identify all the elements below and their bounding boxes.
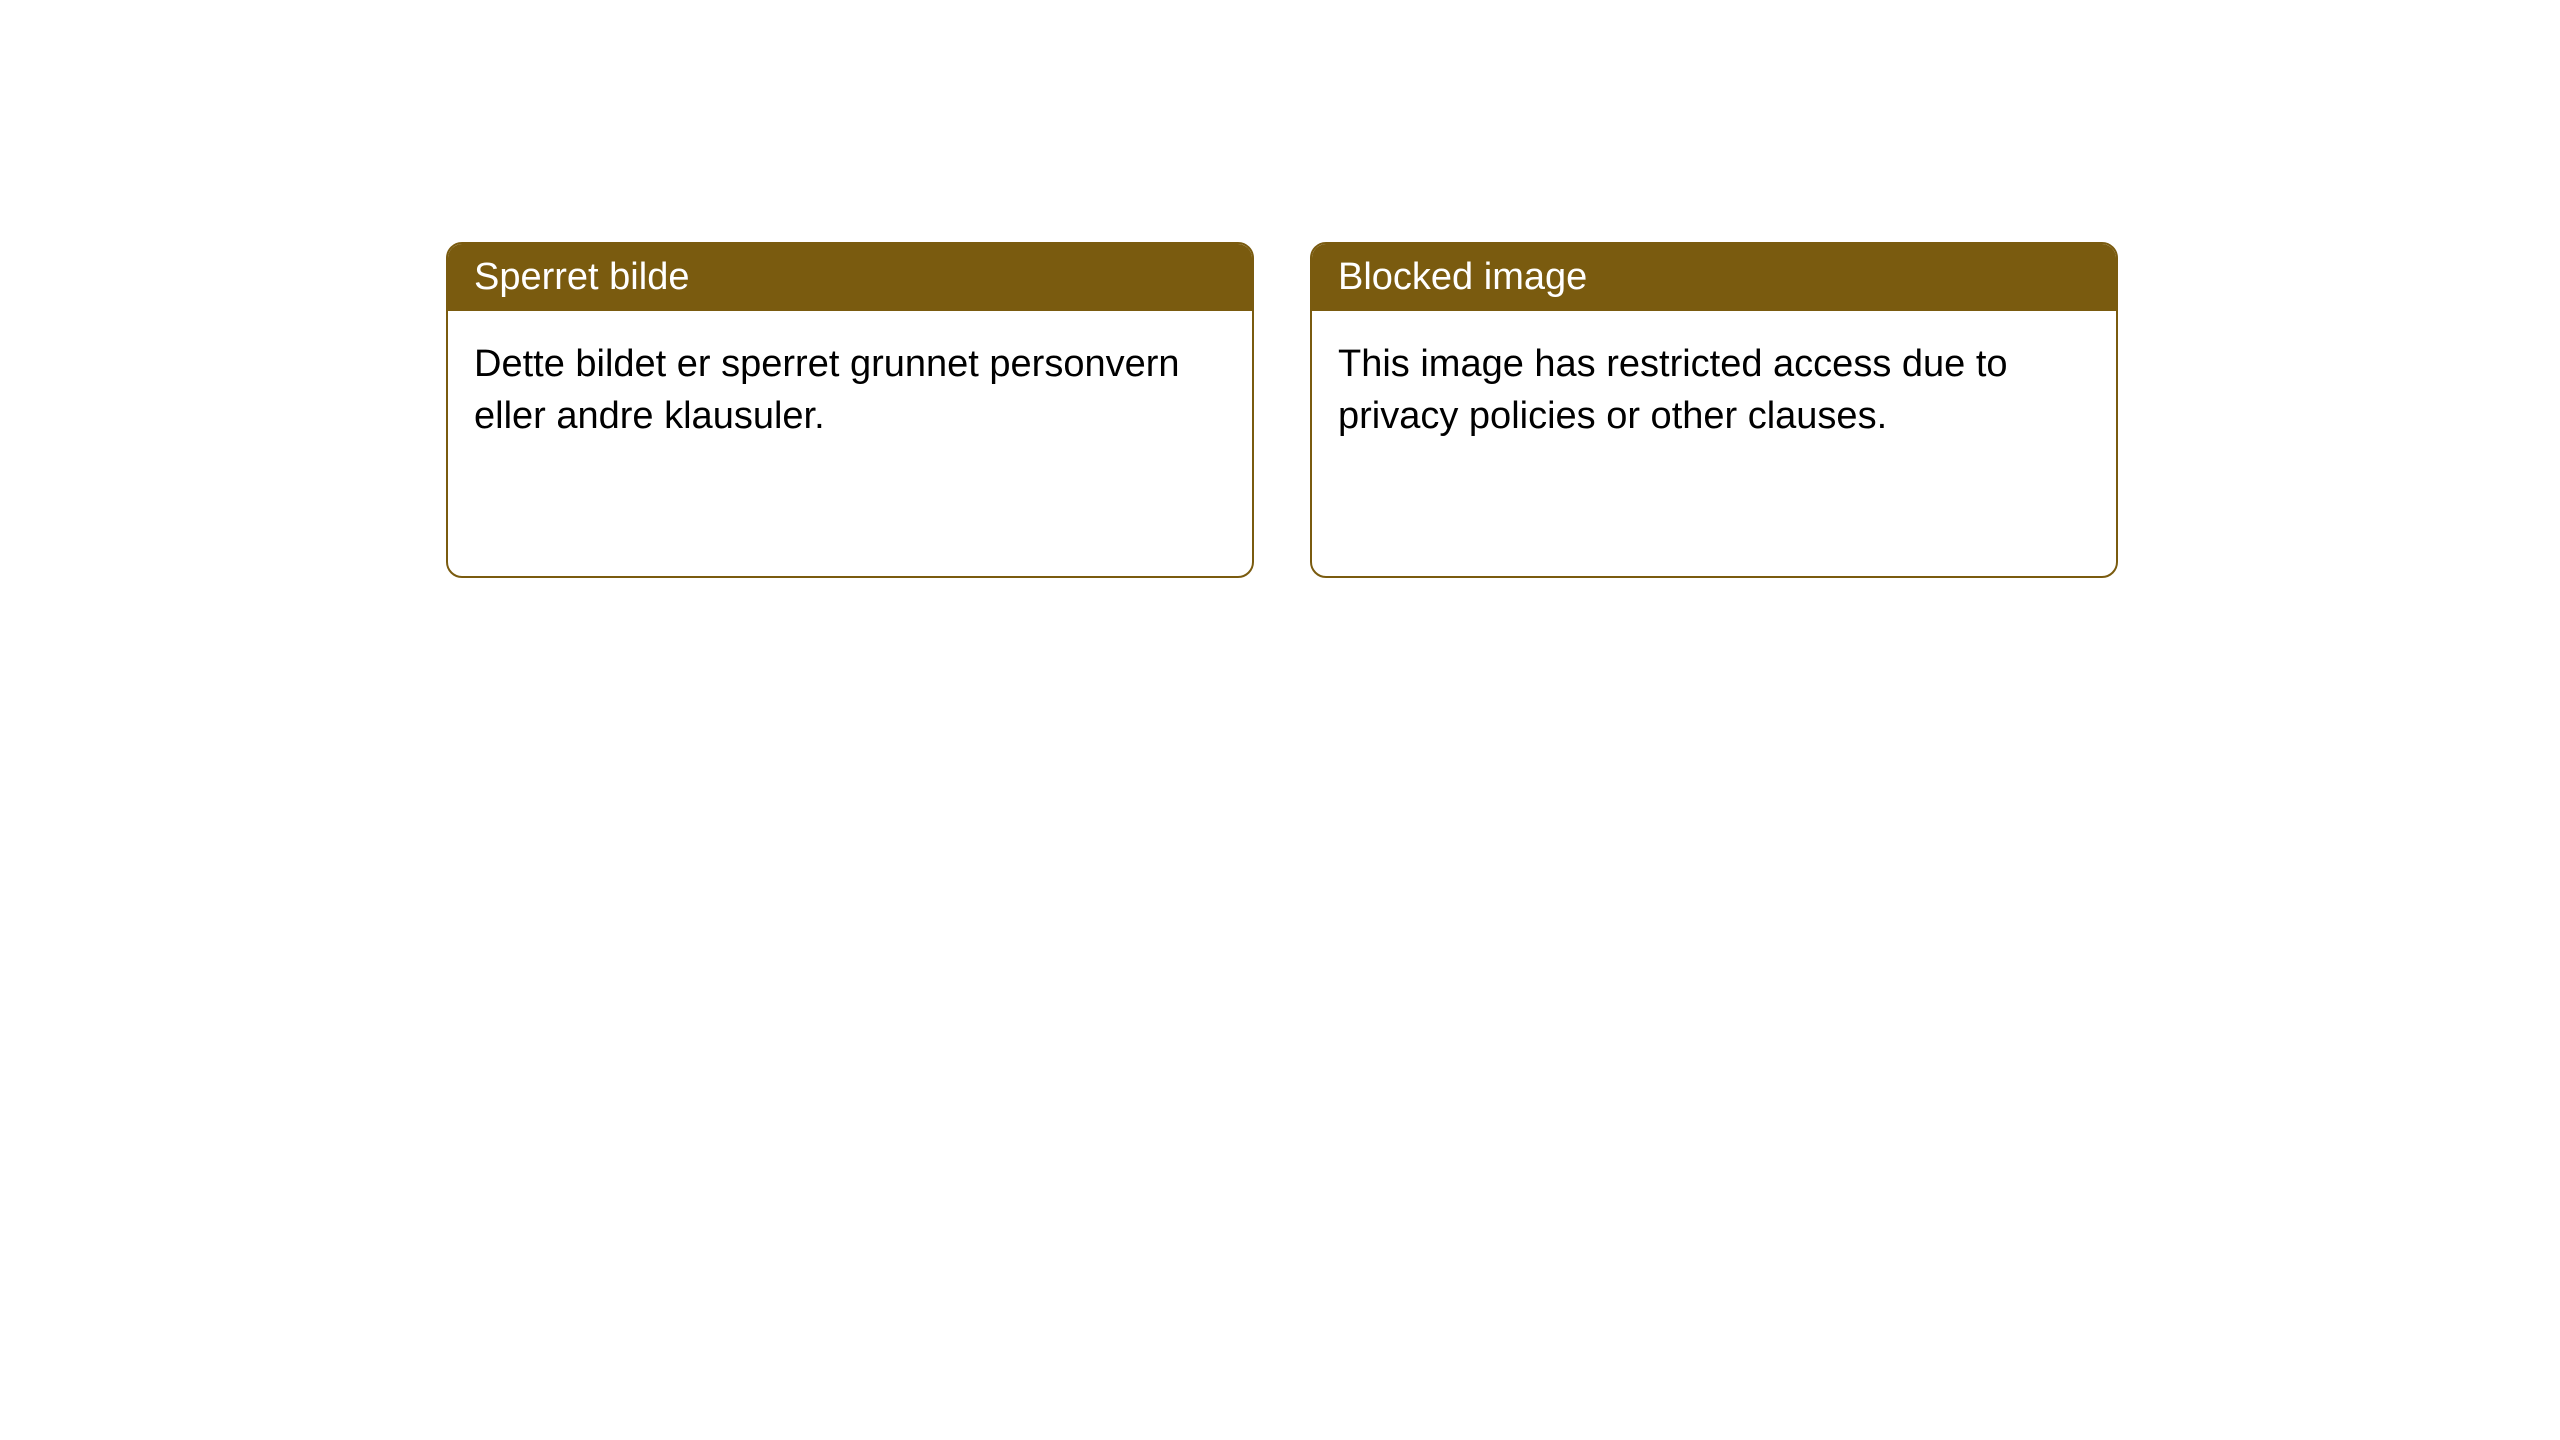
card-english: Blocked image This image has restricted … (1310, 242, 2118, 578)
card-body-norwegian: Dette bildet er sperret grunnet personve… (448, 311, 1252, 470)
card-text-english: This image has restricted access due to … (1338, 343, 2008, 437)
card-body-english: This image has restricted access due to … (1312, 311, 2116, 470)
card-title-english: Blocked image (1338, 256, 1587, 298)
blocked-image-cards: Sperret bilde Dette bildet er sperret gr… (446, 242, 2118, 578)
card-header-norwegian: Sperret bilde (448, 244, 1252, 311)
card-text-norwegian: Dette bildet er sperret grunnet personve… (474, 343, 1180, 437)
card-header-english: Blocked image (1312, 244, 2116, 311)
card-norwegian: Sperret bilde Dette bildet er sperret gr… (446, 242, 1254, 578)
card-title-norwegian: Sperret bilde (474, 256, 689, 298)
